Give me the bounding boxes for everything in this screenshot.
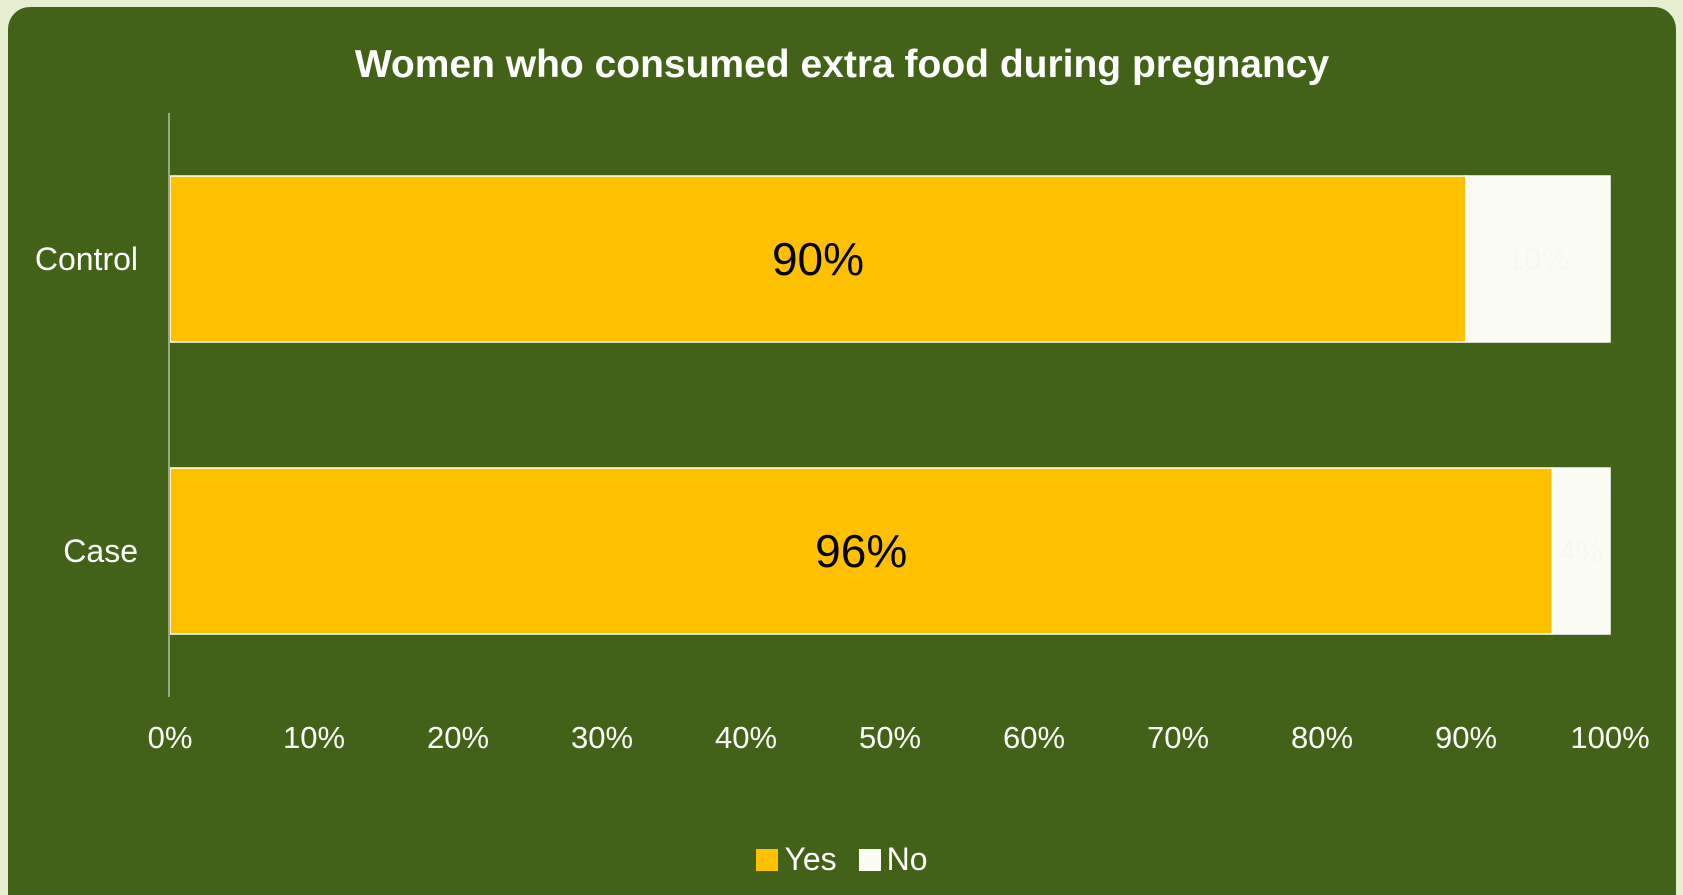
x-tick-label-8: 80% <box>1291 720 1353 755</box>
x-tick-label-2: 20% <box>427 720 489 755</box>
legend-swatch-no <box>858 848 881 871</box>
data-label-yes-case: 96% <box>815 525 907 577</box>
category-label-case: Case <box>63 533 138 569</box>
chart-frame: Women who consumed extra food during pre… <box>8 7 1676 895</box>
bar-no-case <box>1551 467 1611 635</box>
legend-label-yes: Yes <box>784 841 837 877</box>
category-label-control: Control <box>35 241 138 277</box>
plot-area: 90% 10% Control 96% 4% Case 0% 10% 20% 30% 40% 50% 6… <box>35 113 1650 755</box>
legend-item-no: No <box>858 841 928 878</box>
x-tick-label-3: 30% <box>571 720 633 755</box>
x-tick-label-0: 0% <box>148 720 193 755</box>
x-tick-label-1: 10% <box>283 720 345 755</box>
x-tick-label-4: 40% <box>715 720 777 755</box>
x-tick-label-9: 90% <box>1435 720 1497 755</box>
bar-yes-case <box>169 467 1554 635</box>
legend-item-yes: Yes <box>756 841 837 878</box>
bar-no-control <box>1465 175 1611 343</box>
legend-label-no: No <box>886 841 928 877</box>
data-label-no-case: 4% <box>1559 534 1604 569</box>
x-tick-label-10: 100% <box>1570 720 1649 755</box>
legend: Yes No <box>8 841 1676 878</box>
x-tick-label-7: 70% <box>1147 720 1209 755</box>
data-label-yes-control: 90% <box>772 233 864 285</box>
data-label-no-control: 10% <box>1507 242 1569 277</box>
x-tick-label-5: 50% <box>859 720 921 755</box>
bar-yes-control <box>169 175 1467 343</box>
legend-swatch-yes <box>756 848 779 871</box>
chart-title: Women who consumed extra food during pre… <box>354 43 1330 86</box>
x-tick-label-6: 60% <box>1003 720 1065 755</box>
